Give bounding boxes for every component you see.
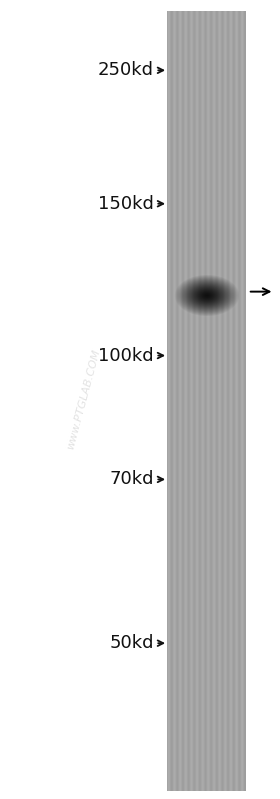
Text: www.PTGLAB.COM: www.PTGLAB.COM bbox=[66, 348, 102, 451]
Text: 150kd: 150kd bbox=[98, 195, 154, 213]
Text: 100kd: 100kd bbox=[98, 347, 154, 364]
Text: 50kd: 50kd bbox=[109, 634, 154, 652]
Text: 70kd: 70kd bbox=[109, 471, 154, 488]
Text: 250kd: 250kd bbox=[98, 62, 154, 79]
